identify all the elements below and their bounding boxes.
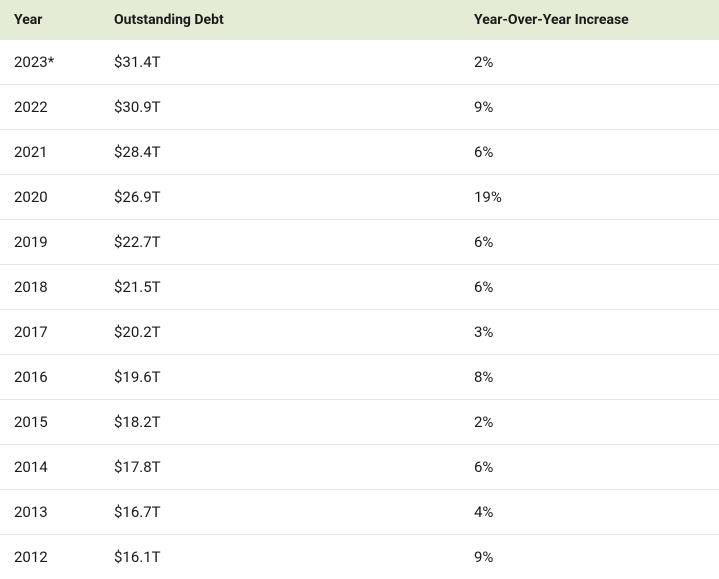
table-row: 2012 $16.1T 9% [0, 535, 719, 579]
cell-year: 2014 [0, 445, 100, 490]
cell-yoy: 6% [460, 130, 719, 175]
cell-debt: $28.4T [100, 130, 460, 175]
table-row: 2022 $30.9T 9% [0, 85, 719, 130]
cell-yoy: 4% [460, 490, 719, 535]
cell-yoy: 6% [460, 265, 719, 310]
table-row: 2016 $19.6T 8% [0, 355, 719, 400]
cell-year: 2019 [0, 220, 100, 265]
cell-debt: $31.4T [100, 40, 460, 85]
cell-debt: $30.9T [100, 85, 460, 130]
cell-debt: $16.1T [100, 535, 460, 579]
header-row: Year Outstanding Debt Year-Over-Year Inc… [0, 0, 719, 40]
cell-yoy: 9% [460, 85, 719, 130]
table-header: Year Outstanding Debt Year-Over-Year Inc… [0, 0, 719, 40]
cell-yoy: 6% [460, 220, 719, 265]
cell-yoy: 3% [460, 310, 719, 355]
cell-yoy: 6% [460, 445, 719, 490]
cell-debt: $21.5T [100, 265, 460, 310]
cell-yoy: 8% [460, 355, 719, 400]
col-header-year: Year [0, 0, 100, 40]
col-header-debt: Outstanding Debt [100, 0, 460, 40]
cell-year: 2020 [0, 175, 100, 220]
table-row: 2019 $22.7T 6% [0, 220, 719, 265]
table-row: 2023* $31.4T 2% [0, 40, 719, 85]
cell-year: 2016 [0, 355, 100, 400]
table-row: 2020 $26.9T 19% [0, 175, 719, 220]
cell-debt: $22.7T [100, 220, 460, 265]
table-body: 2023* $31.4T 2% 2022 $30.9T 9% 2021 $28.… [0, 40, 719, 579]
cell-yoy: 2% [460, 40, 719, 85]
cell-year: 2017 [0, 310, 100, 355]
table-row: 2021 $28.4T 6% [0, 130, 719, 175]
debt-table: Year Outstanding Debt Year-Over-Year Inc… [0, 0, 719, 579]
cell-yoy: 9% [460, 535, 719, 579]
cell-yoy: 19% [460, 175, 719, 220]
cell-year: 2023* [0, 40, 100, 85]
table-row: 2017 $20.2T 3% [0, 310, 719, 355]
cell-year: 2022 [0, 85, 100, 130]
cell-debt: $18.2T [100, 400, 460, 445]
cell-yoy: 2% [460, 400, 719, 445]
cell-debt: $16.7T [100, 490, 460, 535]
cell-year: 2013 [0, 490, 100, 535]
table-row: 2013 $16.7T 4% [0, 490, 719, 535]
cell-debt: $26.9T [100, 175, 460, 220]
cell-debt: $17.8T [100, 445, 460, 490]
col-header-yoy: Year-Over-Year Increase [460, 0, 719, 40]
cell-year: 2021 [0, 130, 100, 175]
table-row: 2014 $17.8T 6% [0, 445, 719, 490]
cell-debt: $19.6T [100, 355, 460, 400]
table-row: 2015 $18.2T 2% [0, 400, 719, 445]
cell-year: 2018 [0, 265, 100, 310]
cell-debt: $20.2T [100, 310, 460, 355]
cell-year: 2012 [0, 535, 100, 579]
cell-year: 2015 [0, 400, 100, 445]
table-row: 2018 $21.5T 6% [0, 265, 719, 310]
